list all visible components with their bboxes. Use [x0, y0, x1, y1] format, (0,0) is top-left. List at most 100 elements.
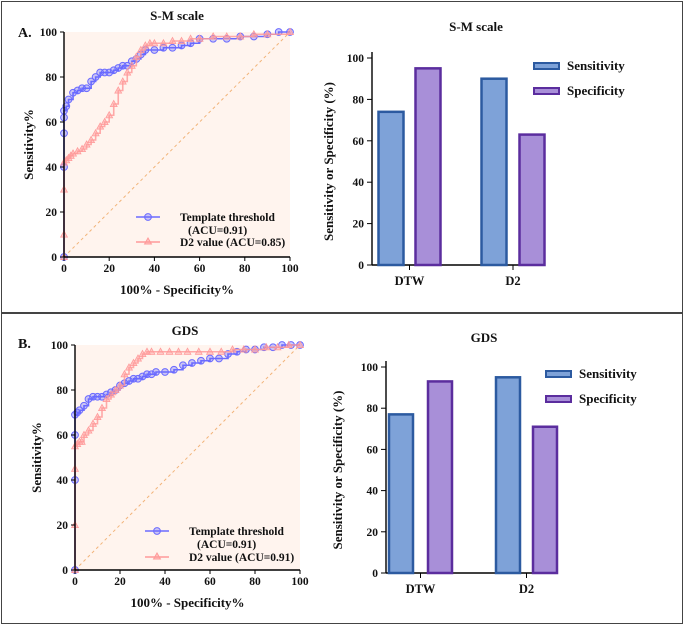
roc-point-template: [147, 370, 156, 379]
bar-specificity-dtw: [414, 67, 442, 267]
legend-marker-template: [153, 527, 161, 535]
legend-label-template: Template threshold: [180, 212, 275, 224]
roc-point-d2: [205, 347, 215, 355]
roc-point-template: [161, 368, 169, 376]
roc-x-tick-label: 100: [281, 263, 299, 275]
roc-point-d2: [97, 403, 107, 411]
roc-point-template: [109, 66, 118, 75]
roc-point-d2: [295, 340, 305, 348]
roc-point-d2: [177, 36, 186, 44]
roc-point-template: [87, 77, 96, 86]
bar-y-tick-label: 100: [347, 53, 365, 65]
roc-point-d2: [209, 32, 218, 40]
roc-point-template: [188, 359, 196, 367]
roc-y-tick-label: 60: [57, 430, 69, 442]
roc-curve-d2: [74, 344, 300, 570]
roc-curve-d2: [63, 32, 291, 257]
legend-swatch-sensitivity: [545, 370, 572, 378]
bar-y-tick-label: 20: [353, 219, 365, 231]
bar-specificity-d2: [531, 425, 559, 575]
legend-label-specificity: Specificity: [567, 83, 625, 98]
bar-category-label: DTW: [406, 582, 436, 596]
roc-point-d2: [183, 347, 192, 355]
roc-point-d2: [168, 36, 177, 44]
roc-reference-diagonal: [63, 31, 291, 258]
roc-point-template: [170, 365, 178, 374]
roc-y-tick-label: 80: [46, 72, 58, 84]
roc-point-d2: [186, 34, 195, 42]
roc-point-d2: [156, 347, 165, 355]
roc-point-template: [179, 361, 187, 370]
bar-category-label: DTW: [395, 274, 425, 288]
bar-y-tick-label: 0: [358, 260, 364, 272]
roc-y-tick-label: 20: [57, 520, 69, 532]
bar-y-tick-label: 40: [367, 486, 379, 498]
legend-label-template-acu: (ACU=0.91): [197, 539, 256, 551]
roc-point-d2: [96, 122, 105, 130]
roc-point-d2: [64, 153, 73, 161]
roc-point-d2: [263, 29, 272, 38]
bar-sensitivity-d2: [480, 77, 508, 267]
legend-label-d2: D2 value (ACU=0.85): [180, 237, 285, 249]
roc-x-tick-label: 80: [239, 263, 251, 275]
legend-marker-d2: [152, 551, 162, 560]
roc-point-d2: [105, 110, 114, 119]
roc-reference-diagonal: [74, 344, 301, 571]
roc-point-template: [82, 84, 91, 93]
legend-swatch-sensitivity: [533, 62, 560, 70]
legend-marker-d2: [143, 236, 153, 245]
roc-point-template: [134, 374, 142, 383]
roc-point-d2: [79, 430, 89, 438]
roc-point-d2: [133, 354, 143, 362]
roc-y-axis-label: Sensitivity%: [29, 422, 44, 493]
roc-point-d2: [239, 345, 248, 353]
legend-label-sensitivity: Sensitivity: [579, 366, 637, 381]
roc-y-tick-label: 20: [46, 207, 58, 219]
panel-label: B.: [18, 337, 31, 352]
roc-point-d2: [82, 140, 91, 148]
roc-point-d2: [236, 32, 245, 40]
roc-point-d2: [100, 117, 109, 125]
roc-point-template: [69, 88, 77, 97]
bar-category-label: D2: [505, 274, 520, 288]
roc-point-d2: [159, 38, 168, 47]
roc-point-d2: [115, 381, 125, 389]
panel-a: [1, 1, 683, 313]
bar-category-label: D2: [519, 582, 534, 596]
roc-point-d2: [78, 144, 87, 152]
roc-point-template: [64, 95, 73, 104]
roc-x-tick-label: 40: [149, 263, 161, 275]
roc-point-d2: [250, 345, 260, 353]
panel-label: A.: [18, 26, 32, 41]
legend-label-d2: D2 value (ACU=0.91): [189, 552, 294, 564]
roc-point-template: [168, 43, 177, 52]
roc-point-d2: [285, 27, 295, 35]
roc-point-template: [75, 406, 84, 415]
roc-x-axis-label: 100% - Specificity%: [130, 595, 244, 610]
panel-b: [1, 313, 683, 624]
bar-sensitivity-dtw: [377, 110, 405, 267]
roc-point-d2: [77, 437, 86, 445]
bar-y-tick-label: 80: [367, 403, 379, 415]
roc-point-d2: [284, 340, 293, 348]
bar-y-axis-label: Sensitivity or Specificity (%): [330, 391, 345, 550]
bar-specificity-dtw: [426, 380, 454, 575]
roc-point-d2: [102, 394, 111, 402]
roc-point-d2: [91, 128, 100, 137]
roc-x-tick-label: 80: [249, 576, 261, 588]
roc-x-tick-label: 20: [114, 576, 126, 588]
roc-point-template: [80, 401, 88, 410]
roc-y-tick-label: 40: [46, 162, 58, 174]
roc-point-d2: [194, 347, 203, 355]
legend-swatch-specificity: [545, 395, 572, 403]
roc-title: GDS: [172, 323, 199, 338]
roc-x-tick-label: 0: [61, 263, 67, 275]
bar-y-tick-label: 0: [372, 568, 378, 580]
roc-x-tick-label: 0: [72, 576, 78, 588]
bar-sensitivity-d2: [494, 376, 522, 575]
roc-x-tick-label: 40: [159, 576, 171, 588]
roc-point-d2: [66, 151, 75, 159]
roc-point-d2: [147, 347, 156, 355]
bar-y-tick-label: 100: [361, 362, 379, 374]
